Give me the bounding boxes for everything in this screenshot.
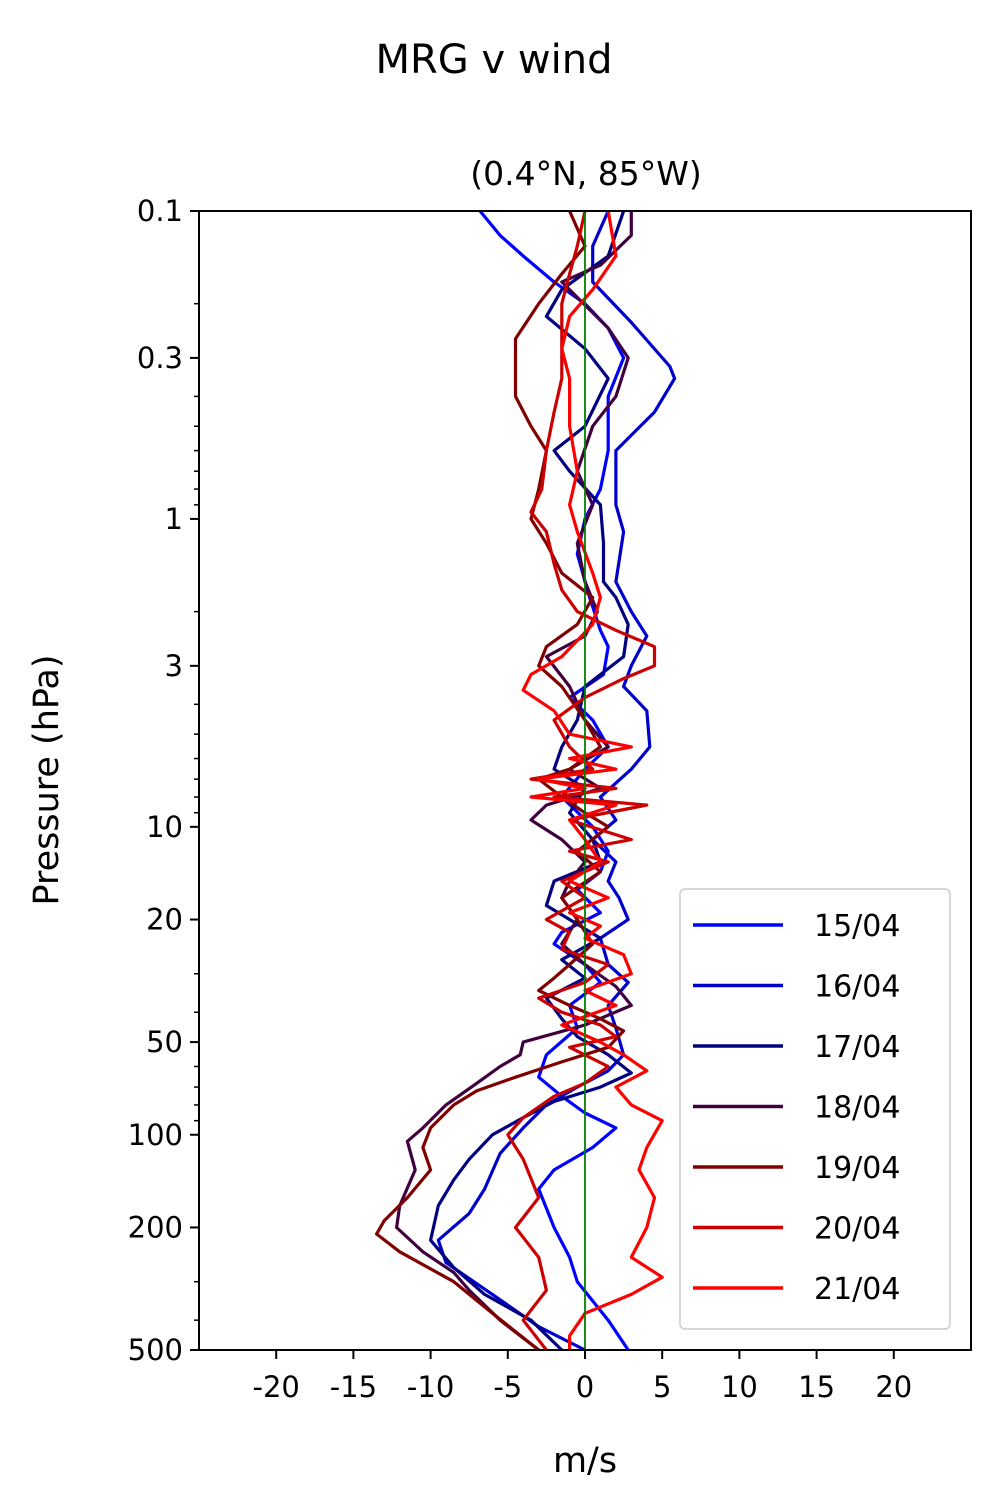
x-tick-label: 5 bbox=[653, 1370, 671, 1404]
y-tick-label: 10 bbox=[146, 810, 183, 844]
y-axis: 0.1 0.3 1 3 10 20 50 100 200 500 bbox=[128, 194, 199, 1367]
y-axis-label: Pressure (hPa) bbox=[27, 654, 67, 905]
x-tick-label: -20 bbox=[253, 1370, 300, 1404]
series-line-0 bbox=[478, 211, 630, 1350]
y-tick-label: 0.3 bbox=[137, 341, 183, 375]
legend-label: 21/04 bbox=[814, 1272, 900, 1307]
chart-suptitle: MRG v wind bbox=[376, 37, 613, 83]
legend-label: 18/04 bbox=[814, 1091, 900, 1126]
series-line-6 bbox=[521, 211, 664, 1350]
x-tick-label: 20 bbox=[875, 1370, 912, 1404]
series-line-1 bbox=[436, 211, 677, 1350]
plot-area bbox=[198, 210, 972, 1351]
chart-title: (0.4°N, 85°W) bbox=[470, 154, 702, 193]
legend-label: 16/04 bbox=[814, 970, 900, 1005]
y-tick-label: 1 bbox=[165, 502, 183, 536]
x-tick-label: -10 bbox=[407, 1370, 454, 1404]
x-tick-label: 10 bbox=[721, 1370, 758, 1404]
y-tick-label: 200 bbox=[128, 1210, 183, 1244]
series-layer bbox=[375, 211, 677, 1350]
legend: 15/04 16/04 17/04 18/04 19/04 20/04 21/04 bbox=[679, 888, 951, 1330]
legend-label: 19/04 bbox=[814, 1151, 900, 1186]
legend-label: 15/04 bbox=[814, 909, 900, 944]
x-tick-label: -15 bbox=[330, 1370, 377, 1404]
x-tick-label: 15 bbox=[798, 1370, 835, 1404]
y-tick-label: 20 bbox=[146, 903, 183, 937]
y-tick-label: 50 bbox=[146, 1025, 183, 1059]
y-tick-label: 0.1 bbox=[137, 194, 183, 228]
y-tick-label: 100 bbox=[128, 1118, 183, 1152]
x-tick-label: -5 bbox=[493, 1370, 522, 1404]
x-axis-label: m/s bbox=[553, 1441, 617, 1481]
x-axis: -20 -15 -10 -5 0 5 10 15 20 bbox=[253, 1350, 912, 1404]
y-tick-label: 500 bbox=[128, 1333, 183, 1367]
y-tick-label: 3 bbox=[165, 649, 183, 683]
x-tick-label: 0 bbox=[576, 1370, 594, 1404]
series-line-5 bbox=[506, 211, 657, 1350]
legend-label: 17/04 bbox=[814, 1030, 900, 1065]
legend-label: 20/04 bbox=[814, 1212, 900, 1247]
legend-frame bbox=[679, 888, 951, 1330]
